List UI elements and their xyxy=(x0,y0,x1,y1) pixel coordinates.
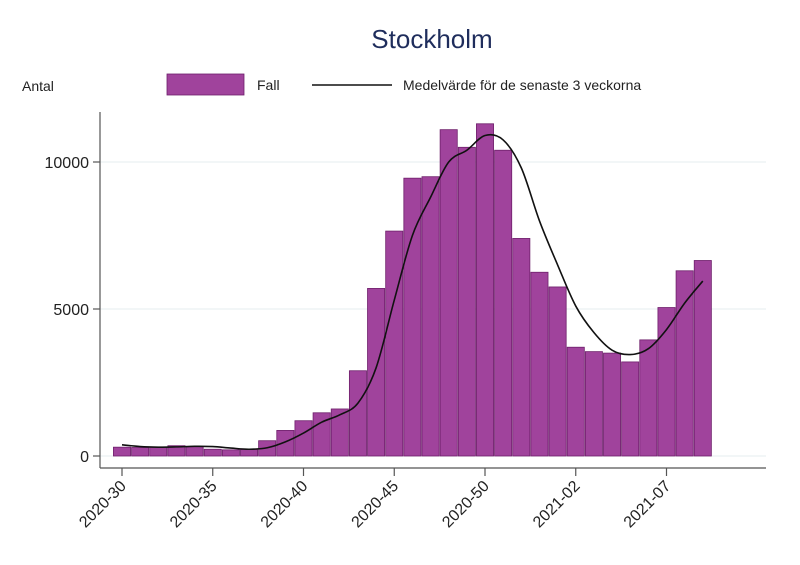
bar-2020-40 xyxy=(294,420,313,457)
x-tick-label: 2020-50 xyxy=(439,478,493,532)
bar-2020-34 xyxy=(185,446,204,457)
bar-2020-51 xyxy=(494,149,513,457)
legend-label-average: Medelvärde för de senaste 3 veckorna xyxy=(403,77,641,93)
bar-2021-08 xyxy=(675,270,694,457)
legend-label-fall: Fall xyxy=(257,77,280,93)
bar-2020-35 xyxy=(203,448,222,457)
bar-2020-47 xyxy=(421,176,440,457)
axes xyxy=(99,112,766,469)
bar-2020-52 xyxy=(512,238,531,457)
chart-title: Stockholm xyxy=(371,24,492,54)
y-axis-label: Antal xyxy=(22,78,54,94)
bar-2020-43 xyxy=(348,370,367,457)
x-ticks: 2020-30 2020-35 2020-40 2020-45 2020-50 2021-… xyxy=(76,468,674,531)
y-tick-label: 0 xyxy=(80,449,89,466)
bar-2021-06 xyxy=(639,339,658,457)
bar-2020-53 xyxy=(530,271,549,457)
bar-2021-02 xyxy=(566,346,585,457)
bar-2020-36 xyxy=(221,449,240,457)
x-tick-label: 2021-07 xyxy=(621,478,675,532)
legend: Fall Medelvärde för de senaste 3 veckorn… xyxy=(166,73,641,96)
bar-2020-39 xyxy=(276,430,295,457)
x-tick-label: 2020-30 xyxy=(76,478,130,532)
bar-2020-42 xyxy=(330,408,349,457)
x-tick-label: 2020-35 xyxy=(167,478,221,532)
bar-2021-01 xyxy=(548,286,567,457)
bar-2021-03 xyxy=(584,351,603,457)
bar-2021-04 xyxy=(603,352,622,457)
bar-2020-49 xyxy=(457,146,476,457)
bar-2021-09 xyxy=(693,260,712,457)
legend-swatch-fall xyxy=(166,73,245,96)
x-tick-label: 2021-02 xyxy=(530,478,584,532)
average-line xyxy=(121,133,704,451)
bars xyxy=(113,123,712,457)
bar-2020-32 xyxy=(149,446,168,457)
y-tick-label: 10000 xyxy=(45,155,90,172)
x-tick-label: 2020-45 xyxy=(349,478,403,532)
bar-2020-31 xyxy=(131,447,150,457)
y-ticks: 0 5000 10000 xyxy=(45,155,100,466)
bar-2020-44 xyxy=(367,288,386,457)
bar-2021-07 xyxy=(657,307,676,457)
bar-2020-50 xyxy=(476,123,494,457)
bar-2020-37 xyxy=(240,449,259,457)
bar-2020-30 xyxy=(113,446,131,457)
bar-2020-41 xyxy=(312,412,331,457)
x-tick-label: 2020-40 xyxy=(258,478,312,532)
bar-2021-05 xyxy=(621,361,640,457)
bar-2020-48 xyxy=(439,129,458,457)
bar-2020-45 xyxy=(385,230,404,457)
y-tick-label: 5000 xyxy=(53,302,89,319)
bar-2020-33 xyxy=(167,445,186,457)
